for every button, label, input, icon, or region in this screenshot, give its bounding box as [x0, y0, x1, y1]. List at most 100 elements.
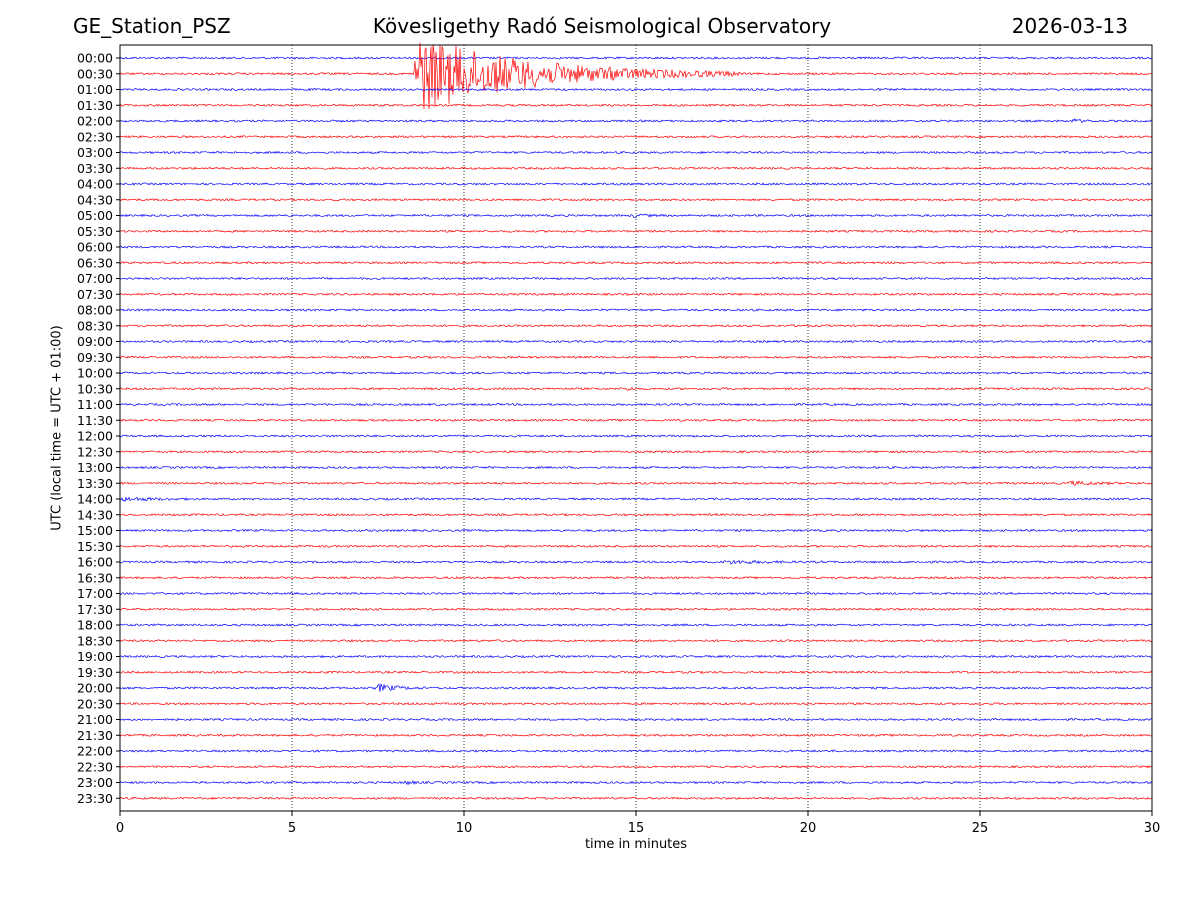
trace-0930 [119, 355, 1153, 359]
trace-0330 [119, 166, 1153, 170]
trace-0630 [119, 261, 1153, 265]
y-tick-label: 20:00 [77, 681, 113, 696]
y-tick-label: 09:00 [77, 334, 113, 349]
y-tick-label: 07:30 [77, 287, 113, 302]
trace-0530 [119, 229, 1153, 233]
y-tick-label: 07:00 [77, 271, 113, 286]
y-tick-label: 14:30 [77, 507, 113, 522]
trace-1300 [119, 465, 1153, 470]
y-tick-label: 16:00 [77, 555, 113, 570]
x-tick-label: 5 [288, 821, 296, 836]
trace-1330 [119, 480, 1153, 486]
trace-1700 [119, 591, 1153, 596]
trace-1730 [119, 607, 1153, 611]
y-tick-label: 12:00 [77, 429, 113, 444]
trace-0130 [119, 103, 1153, 107]
y-tick-label: 10:30 [77, 381, 113, 396]
y-tick-label: 06:30 [77, 255, 113, 270]
trace-1030 [119, 386, 1153, 391]
trace-0600 [119, 245, 1153, 249]
y-tick-label: 05:30 [77, 224, 113, 239]
trace-0500 [119, 213, 1153, 219]
trace-2000 [119, 682, 1153, 692]
y-tick-label: 05:00 [77, 208, 113, 223]
trace-1000 [119, 371, 1153, 375]
trace-1800 [120, 623, 1153, 627]
y-tick-label: 04:30 [77, 192, 113, 207]
chart-date: 2026-03-13 [1011, 14, 1128, 38]
trace-0000 [119, 56, 1153, 60]
trace-0900 [120, 339, 1153, 344]
y-tick-label: 03:30 [77, 161, 113, 176]
y-tick-label: 22:30 [77, 759, 113, 774]
y-tick-label: 14:00 [77, 492, 113, 507]
y-tick-label: 16:30 [77, 570, 113, 585]
y-tick-label: 01:30 [77, 98, 113, 113]
trace-1530 [119, 544, 1153, 548]
trace-1900 [120, 654, 1152, 659]
y-tick-label: 04:00 [77, 177, 113, 192]
x-tick-label: 25 [972, 821, 989, 836]
y-tick-label: 19:30 [77, 665, 113, 680]
y-tick-label: 08:30 [77, 318, 113, 333]
y-tick-label: 00:00 [77, 51, 113, 66]
trace-0300 [119, 150, 1153, 155]
trace-2300 [119, 780, 1153, 786]
x-axis-label: time in minutes [584, 837, 688, 852]
x-tick-label: 0 [116, 821, 124, 836]
y-tick-label: 23:30 [77, 791, 113, 806]
x-tick-label: 15 [628, 821, 645, 836]
y-tick-label: 09:30 [77, 350, 113, 365]
trace-2200 [119, 749, 1153, 753]
trace-1100 [119, 402, 1153, 407]
x-tick-label: 10 [456, 821, 473, 836]
x-tick-label: 20 [800, 821, 817, 836]
y-tick-label: 12:30 [77, 444, 113, 459]
seismogram-traces [119, 42, 1153, 800]
trace-1230 [119, 450, 1153, 454]
y-tick-label: 00:30 [77, 66, 113, 81]
trace-0800 [119, 308, 1153, 312]
trace-0430 [119, 198, 1153, 202]
y-tick-label: 03:00 [77, 145, 113, 160]
x-axis-ticks: 0 5 10 15 20 25 30 [116, 811, 1160, 836]
trace-0030 [119, 42, 1152, 110]
trace-2230 [119, 765, 1153, 769]
y-tick-label: 19:00 [77, 649, 113, 664]
x-tick-label: 30 [1144, 821, 1161, 836]
y-tick-label: 02:30 [77, 129, 113, 144]
y-tick-label: 06:00 [77, 240, 113, 255]
y-tick-label: 17:00 [77, 586, 113, 601]
trace-0730 [119, 292, 1153, 296]
trace-0100 [119, 87, 1153, 92]
y-tick-label: 17:30 [77, 602, 113, 617]
trace-2330 [119, 796, 1153, 800]
trace-0200 [119, 118, 1153, 124]
trace-1830 [119, 639, 1153, 643]
station-name: GE_Station_PSZ [73, 14, 231, 38]
y-tick-label: 08:00 [77, 303, 113, 318]
trace-2030 [119, 702, 1153, 706]
y-tick-label: 15:30 [77, 539, 113, 554]
trace-1430 [119, 513, 1152, 517]
y-tick-label: 10:00 [77, 366, 113, 381]
trace-1400 [119, 496, 1153, 503]
trace-0230 [119, 135, 1153, 139]
trace-0700 [119, 276, 1153, 281]
trace-1930 [119, 670, 1153, 674]
trace-2130 [119, 733, 1153, 737]
trace-1200 [119, 434, 1153, 438]
grid-lines [291, 45, 981, 811]
chart-title: Kövesligethy Radó Seismological Observat… [372, 14, 832, 38]
y-tick-label: 02:00 [77, 114, 113, 129]
y-tick-label: 13:00 [77, 460, 113, 475]
y-tick-label: 15:00 [77, 523, 113, 538]
trace-0830 [119, 324, 1153, 328]
y-tick-label: 11:30 [77, 413, 113, 428]
y-tick-label: 23:00 [77, 775, 113, 790]
y-tick-label: 13:30 [77, 476, 113, 491]
y-tick-label: 22:00 [77, 744, 113, 759]
trace-0400 [119, 182, 1153, 186]
y-axis-label: UTC (local time = UTC + 01:00) [49, 325, 65, 531]
